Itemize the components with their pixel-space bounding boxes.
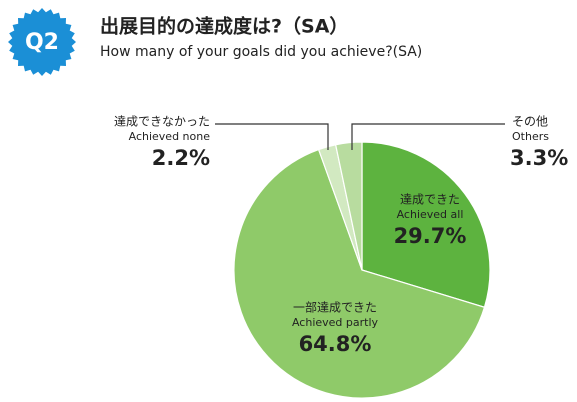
leader-line: [351, 123, 505, 150]
category-label: その他: [512, 115, 548, 129]
category-label-en: Achieved all: [397, 208, 464, 221]
category-label: 達成できた: [400, 193, 460, 207]
badge-text: Q2: [25, 30, 59, 55]
chart-title: 出展目的の達成度は?（SA）: [100, 15, 348, 38]
badge-gear: [8, 8, 76, 76]
pie-slice: [334, 141, 363, 271]
value-label: 3.3%: [510, 146, 568, 170]
leader-line: [215, 123, 329, 150]
pie-slice: [233, 148, 486, 399]
chart-subtitle: How many of your goals did you achieve?(…: [100, 44, 422, 60]
value-label: 2.2%: [152, 146, 210, 170]
value-label: 29.7%: [394, 224, 467, 248]
category-label-en: Achieved none: [129, 130, 211, 143]
pie-slice: [361, 141, 491, 309]
category-label-en: Others: [512, 130, 549, 143]
pie: [233, 141, 491, 399]
badge: [8, 8, 76, 76]
value-label: 64.8%: [299, 332, 372, 356]
category-label: 達成できなかった: [114, 115, 210, 129]
category-label-en: Achieved partly: [292, 316, 379, 329]
category-label: 一部達成できた: [293, 300, 377, 315]
